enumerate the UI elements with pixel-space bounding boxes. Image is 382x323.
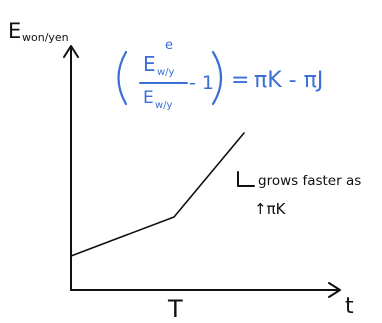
equation-rhs: πK - πJ	[254, 68, 323, 93]
equation-numerator-base: E	[143, 52, 156, 76]
y-axis-label: E	[8, 19, 21, 43]
equation-equals: =	[231, 68, 249, 93]
equation: E w/y e E w/y - 1 = πK - πJ	[117, 38, 323, 111]
y-axis-subscript: won/yen	[22, 31, 69, 44]
x-axis-arrowhead	[328, 282, 341, 298]
equation-minus-one: - 1	[189, 72, 214, 94]
y-axis-arrowhead	[63, 45, 79, 58]
t-marker-label: T	[167, 295, 183, 323]
x-axis-label: t	[345, 294, 354, 319]
annotation-line1: grows faster as	[258, 173, 361, 189]
annotation-marker	[237, 171, 255, 187]
equation-left-paren	[117, 50, 128, 106]
equation-denominator-base: E	[143, 88, 154, 108]
equation-numerator-sub: w/y	[157, 67, 175, 78]
annotation-line2: ↑πK	[254, 200, 287, 218]
equation-denominator-sub: w/y	[155, 100, 173, 111]
exchange-rate-path	[70, 132, 245, 257]
equation-right-paren	[211, 50, 223, 106]
equation-numerator-sup: e	[165, 38, 173, 53]
